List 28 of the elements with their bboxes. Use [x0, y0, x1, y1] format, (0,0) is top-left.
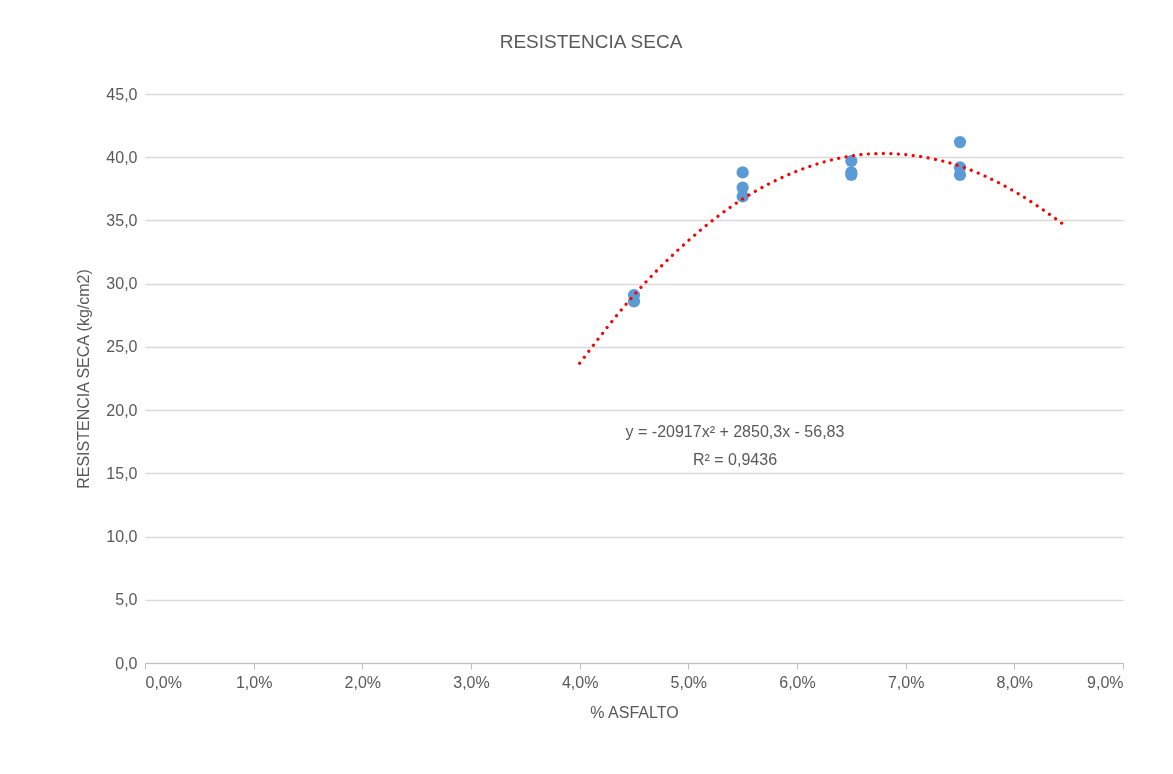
point — [953, 135, 967, 149]
y-tick-label: 40,0 — [106, 148, 138, 166]
y-tick-label: 30,0 — [106, 275, 138, 293]
y-axis-title: RESISTENCIA SECA (kg/cm2) — [75, 269, 93, 489]
y-tick-label: 20,0 — [106, 401, 138, 419]
chart-title: RESISTENCIA SECA — [499, 31, 683, 52]
x-tick-label: 5,0% — [670, 673, 708, 691]
y-tick-label: 5,0 — [115, 591, 138, 609]
x-tick-label: 1,0% — [235, 673, 273, 691]
line-series — [578, 151, 1065, 365]
x-tick-label: 9,0% — [1087, 673, 1124, 691]
annotation: R² = 0,9436 — [692, 451, 778, 468]
x-axis-title: % ASFALTO — [590, 703, 679, 721]
x-tick-label: 4,0% — [561, 673, 599, 691]
point — [736, 166, 749, 179]
y-tick-label: 35,0 — [106, 211, 138, 229]
y-tick-label: 45,0 — [106, 85, 138, 103]
x-tick-label: 3,0% — [453, 673, 490, 691]
x-tick-label: 8,0% — [996, 673, 1034, 691]
y-tick-label: 10,0 — [106, 528, 138, 546]
annotation: y = -20917x² + 2850,3x - 56,83 — [625, 423, 845, 440]
x-tick-label: 7,0% — [887, 673, 925, 691]
x-tick-label: 2,0% — [344, 673, 382, 691]
y-tick-label: 25,0 — [106, 338, 138, 356]
x-tick-label: 6,0% — [779, 673, 816, 691]
y-tick-label: 0,0 — [115, 654, 138, 672]
x-tick-label: 0,0% — [145, 673, 182, 691]
y-tick-label: 15,0 — [106, 464, 138, 482]
